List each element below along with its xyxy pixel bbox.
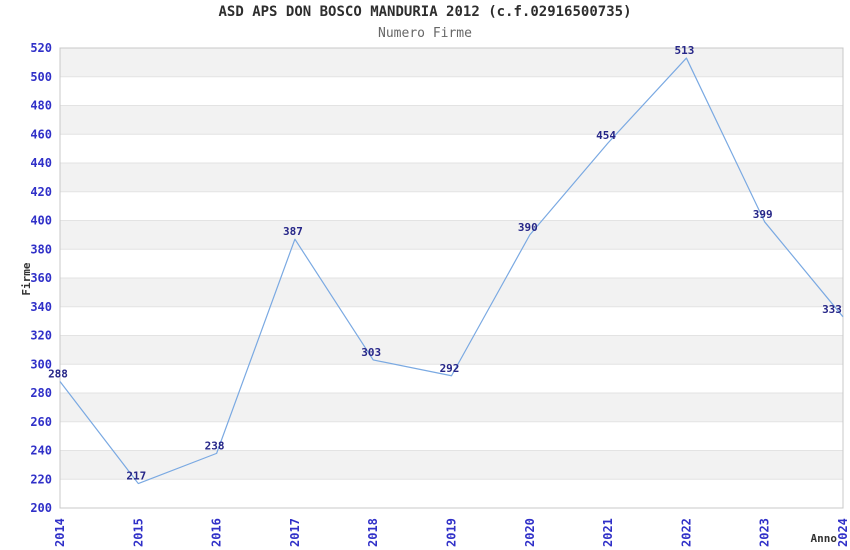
plot-band [60, 364, 843, 393]
plot-band [60, 421, 843, 451]
y-tick-label: 360 [30, 271, 52, 285]
y-axis-title: Firme [20, 262, 33, 295]
x-tick-label: 2018 [366, 518, 380, 547]
data-point-label: 454 [596, 129, 616, 142]
y-tick-label: 460 [30, 127, 52, 141]
data-point-label: 399 [753, 208, 773, 221]
plot-band [60, 76, 843, 106]
data-point-label: 303 [361, 346, 381, 359]
y-tick-label: 400 [30, 214, 52, 228]
x-tick-label: 2023 [758, 518, 772, 547]
y-tick-label: 480 [30, 99, 52, 113]
data-point-label: 513 [674, 44, 694, 57]
x-tick-label: 2022 [679, 518, 693, 547]
chart-title: ASD APS DON BOSCO MANDURIA 2012 (c.f.029… [218, 4, 632, 20]
y-tick-label: 200 [30, 501, 52, 515]
y-tick-label: 500 [30, 70, 52, 84]
data-point-label: 387 [283, 225, 303, 238]
x-tick-label: 2015 [131, 518, 145, 547]
x-tick-label: 2017 [288, 518, 302, 547]
y-tick-label: 340 [30, 300, 52, 314]
y-tick-label: 520 [30, 41, 52, 55]
data-point-label: 333 [822, 303, 842, 316]
plot-band [60, 278, 843, 307]
x-axis-title: Anno [811, 532, 838, 545]
plot-band [60, 163, 843, 192]
y-tick-label: 260 [30, 415, 52, 429]
y-tick-label: 300 [30, 357, 52, 371]
y-tick-label: 240 [30, 444, 52, 458]
data-point-label: 238 [205, 439, 225, 452]
plot-band [60, 249, 843, 278]
plot-band [60, 191, 843, 221]
x-tick-label: 2024 [836, 518, 850, 547]
data-point-label: 217 [126, 470, 146, 483]
y-tick-label: 420 [30, 185, 52, 199]
data-point-label: 292 [440, 362, 460, 375]
series-line [59, 57, 844, 485]
plot-band [60, 48, 843, 77]
x-tick-label: 2014 [53, 518, 67, 547]
x-tick-label: 2019 [445, 518, 459, 547]
plot-band [60, 393, 843, 422]
y-tick-label: 320 [30, 329, 52, 343]
x-tick-label: 2016 [210, 518, 224, 547]
plot-band [60, 134, 843, 163]
data-point-label: 390 [518, 221, 538, 234]
x-tick-label: 2021 [601, 518, 615, 547]
plot-border [59, 47, 844, 509]
plot-band [60, 306, 843, 336]
y-tick-label: 380 [30, 242, 52, 256]
y-tick-label: 440 [30, 156, 52, 170]
plot-band [60, 105, 843, 135]
chart-subtitle: Numero Firme [378, 26, 472, 41]
plot-band [60, 335, 843, 365]
y-tick-label: 220 [30, 472, 52, 486]
data-point-label: 288 [48, 368, 68, 381]
plot-band [60, 450, 843, 480]
y-tick-label: 280 [30, 386, 52, 400]
x-tick-label: 2020 [523, 518, 537, 547]
plot-band [60, 479, 843, 508]
plot-band [60, 220, 843, 250]
